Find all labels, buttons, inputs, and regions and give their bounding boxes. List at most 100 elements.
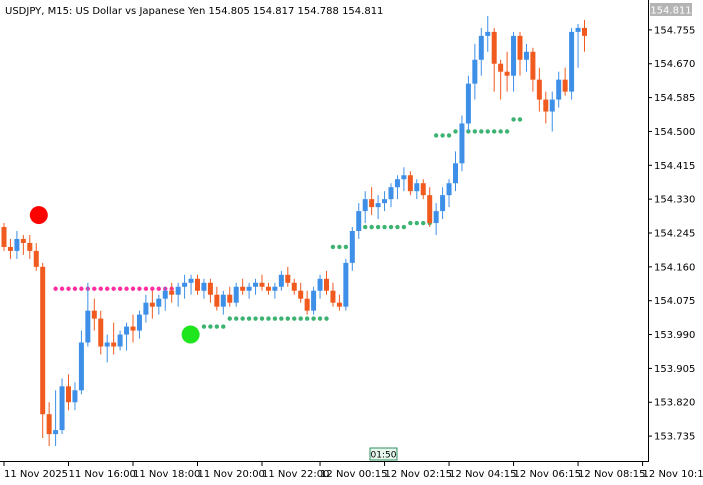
- candle[interactable]: [478, 27, 484, 76]
- candle[interactable]: [104, 334, 110, 363]
- candle[interactable]: [304, 290, 310, 315]
- candle[interactable]: [111, 322, 117, 355]
- candle[interactable]: [253, 278, 259, 295]
- candle[interactable]: [214, 286, 220, 311]
- candle[interactable]: [149, 290, 155, 319]
- candle[interactable]: [46, 402, 52, 447]
- candle[interactable]: [562, 67, 568, 96]
- candle[interactable]: [536, 67, 542, 112]
- candle[interactable]: [66, 374, 71, 411]
- candle[interactable]: [575, 23, 581, 68]
- candle[interactable]: [272, 282, 278, 299]
- candle[interactable]: [569, 27, 575, 100]
- candle[interactable]: [504, 51, 510, 92]
- candle[interactable]: [240, 278, 246, 295]
- candle[interactable]: [427, 187, 433, 228]
- candle[interactable]: [201, 278, 207, 299]
- candle[interactable]: [388, 183, 394, 208]
- candle[interactable]: [349, 227, 355, 271]
- candle[interactable]: [169, 282, 175, 303]
- candle[interactable]: [27, 234, 33, 259]
- candle[interactable]: [549, 91, 555, 132]
- candle[interactable]: [472, 43, 478, 100]
- level-dot: [311, 316, 316, 321]
- candle[interactable]: [530, 47, 536, 92]
- candle[interactable]: [59, 378, 65, 435]
- candle[interactable]: [143, 294, 149, 323]
- level-dot: [363, 224, 368, 230]
- candle[interactable]: [330, 282, 336, 307]
- price-tick-label: 153.735: [654, 432, 695, 443]
- candle[interactable]: [382, 191, 388, 212]
- candle[interactable]: [543, 91, 549, 124]
- candle[interactable]: [14, 231, 20, 259]
- candle[interactable]: [433, 203, 439, 235]
- candle[interactable]: [394, 175, 400, 200]
- level-dot: [117, 286, 123, 291]
- candle[interactable]: [20, 234, 26, 255]
- candle[interactable]: [440, 187, 446, 220]
- candle[interactable]: [207, 278, 213, 303]
- candle[interactable]: [343, 258, 349, 311]
- candle[interactable]: [285, 266, 291, 287]
- candle[interactable]: [485, 15, 491, 52]
- candle[interactable]: [459, 115, 465, 172]
- candle[interactable]: [175, 282, 181, 307]
- candle[interactable]: [124, 322, 130, 351]
- candle[interactable]: [324, 270, 329, 295]
- candle[interactable]: [227, 286, 233, 307]
- candle[interactable]: [556, 71, 562, 108]
- candle[interactable]: [523, 43, 529, 72]
- candle[interactable]: [311, 286, 317, 315]
- candle[interactable]: [336, 294, 342, 311]
- candle[interactable]: [420, 179, 426, 200]
- candle[interactable]: [98, 310, 104, 355]
- candle[interactable]: [130, 314, 136, 343]
- candle[interactable]: [453, 151, 458, 192]
- candle[interactable]: [298, 282, 304, 303]
- candle[interactable]: [491, 27, 497, 92]
- candle[interactable]: [162, 286, 168, 311]
- candle[interactable]: [195, 274, 200, 295]
- candle[interactable]: [465, 75, 471, 132]
- candle[interactable]: [317, 274, 323, 299]
- candle[interactable]: [220, 290, 226, 315]
- candle[interactable]: [40, 262, 46, 439]
- candle[interactable]: [72, 382, 78, 411]
- candle[interactable]: [85, 282, 91, 347]
- candle[interactable]: [446, 179, 452, 208]
- candle[interactable]: [233, 282, 239, 307]
- level-dot: [137, 286, 142, 291]
- candle[interactable]: [259, 274, 265, 291]
- candle[interactable]: [91, 298, 97, 331]
- candle[interactable]: [182, 274, 188, 299]
- candle[interactable]: [1, 223, 7, 251]
- candle[interactable]: [291, 278, 297, 295]
- candle[interactable]: [498, 59, 504, 100]
- candle[interactable]: [53, 390, 59, 447]
- candle[interactable]: [401, 167, 407, 192]
- candle[interactable]: [78, 330, 84, 395]
- candle[interactable]: [407, 171, 413, 196]
- candle[interactable]: [582, 19, 587, 52]
- candle[interactable]: [7, 238, 13, 259]
- candle[interactable]: [517, 31, 523, 76]
- candle[interactable]: [414, 179, 420, 200]
- candle[interactable]: [33, 242, 39, 271]
- candle[interactable]: [188, 274, 194, 295]
- level-dot: [130, 286, 136, 291]
- price-tick-label: 153.990: [654, 330, 695, 341]
- candlesticks[interactable]: [1, 15, 588, 447]
- candle[interactable]: [278, 270, 284, 291]
- candle[interactable]: [246, 282, 252, 299]
- candle[interactable]: [156, 294, 162, 315]
- candle[interactable]: [265, 282, 271, 295]
- candle[interactable]: [369, 187, 375, 216]
- candle[interactable]: [511, 31, 517, 92]
- candle[interactable]: [136, 310, 142, 339]
- candle[interactable]: [356, 203, 362, 239]
- candle[interactable]: [375, 195, 381, 220]
- candle[interactable]: [117, 330, 123, 351]
- candle[interactable]: [362, 191, 368, 224]
